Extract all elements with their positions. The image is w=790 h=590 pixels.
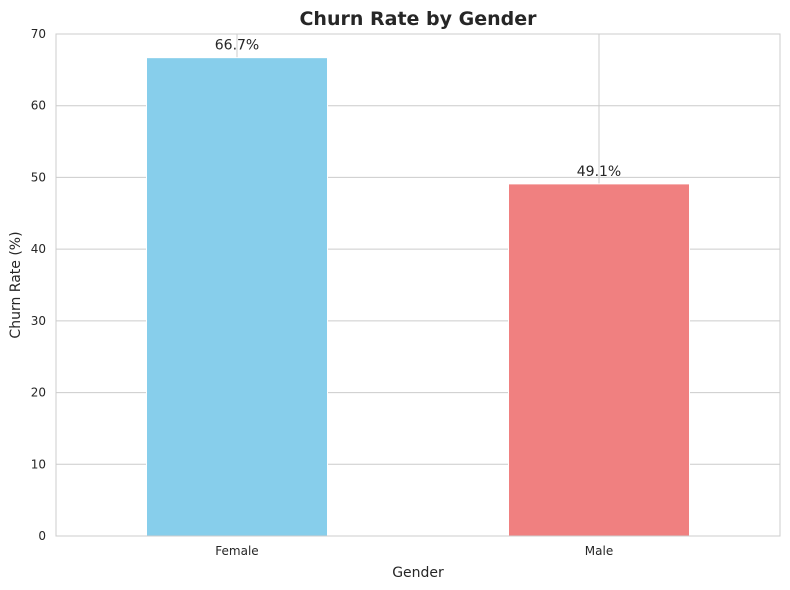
chart-title: Churn Rate by Gender [299,8,537,30]
x-axis-label: Gender [392,565,444,581]
plot-frame [55,33,781,537]
bar-male [508,183,690,537]
y-tick-label: 70 [31,27,46,41]
y-tick-label: 0 [38,529,46,543]
data-labels: 66.7% 49.1% [215,38,621,180]
y-tick-label: 60 [31,99,46,113]
y-tick-label: 50 [31,170,46,184]
x-tick-label: Male [585,544,613,558]
y-tick-label: 10 [31,457,46,471]
y-tick-label: 40 [31,242,46,256]
y-axis-label: Churn Rate (%) [8,231,24,338]
x-tick-label: Female [215,544,258,558]
y-tick-label: 20 [31,386,46,400]
bars [146,57,690,537]
data-label-male: 49.1% [577,164,621,180]
y-tick-label: 30 [31,314,46,328]
bar-female [146,57,328,537]
data-label-female: 66.7% [215,38,259,54]
tick-labels: 0 10 20 30 40 50 60 70 Female Male [31,27,614,558]
